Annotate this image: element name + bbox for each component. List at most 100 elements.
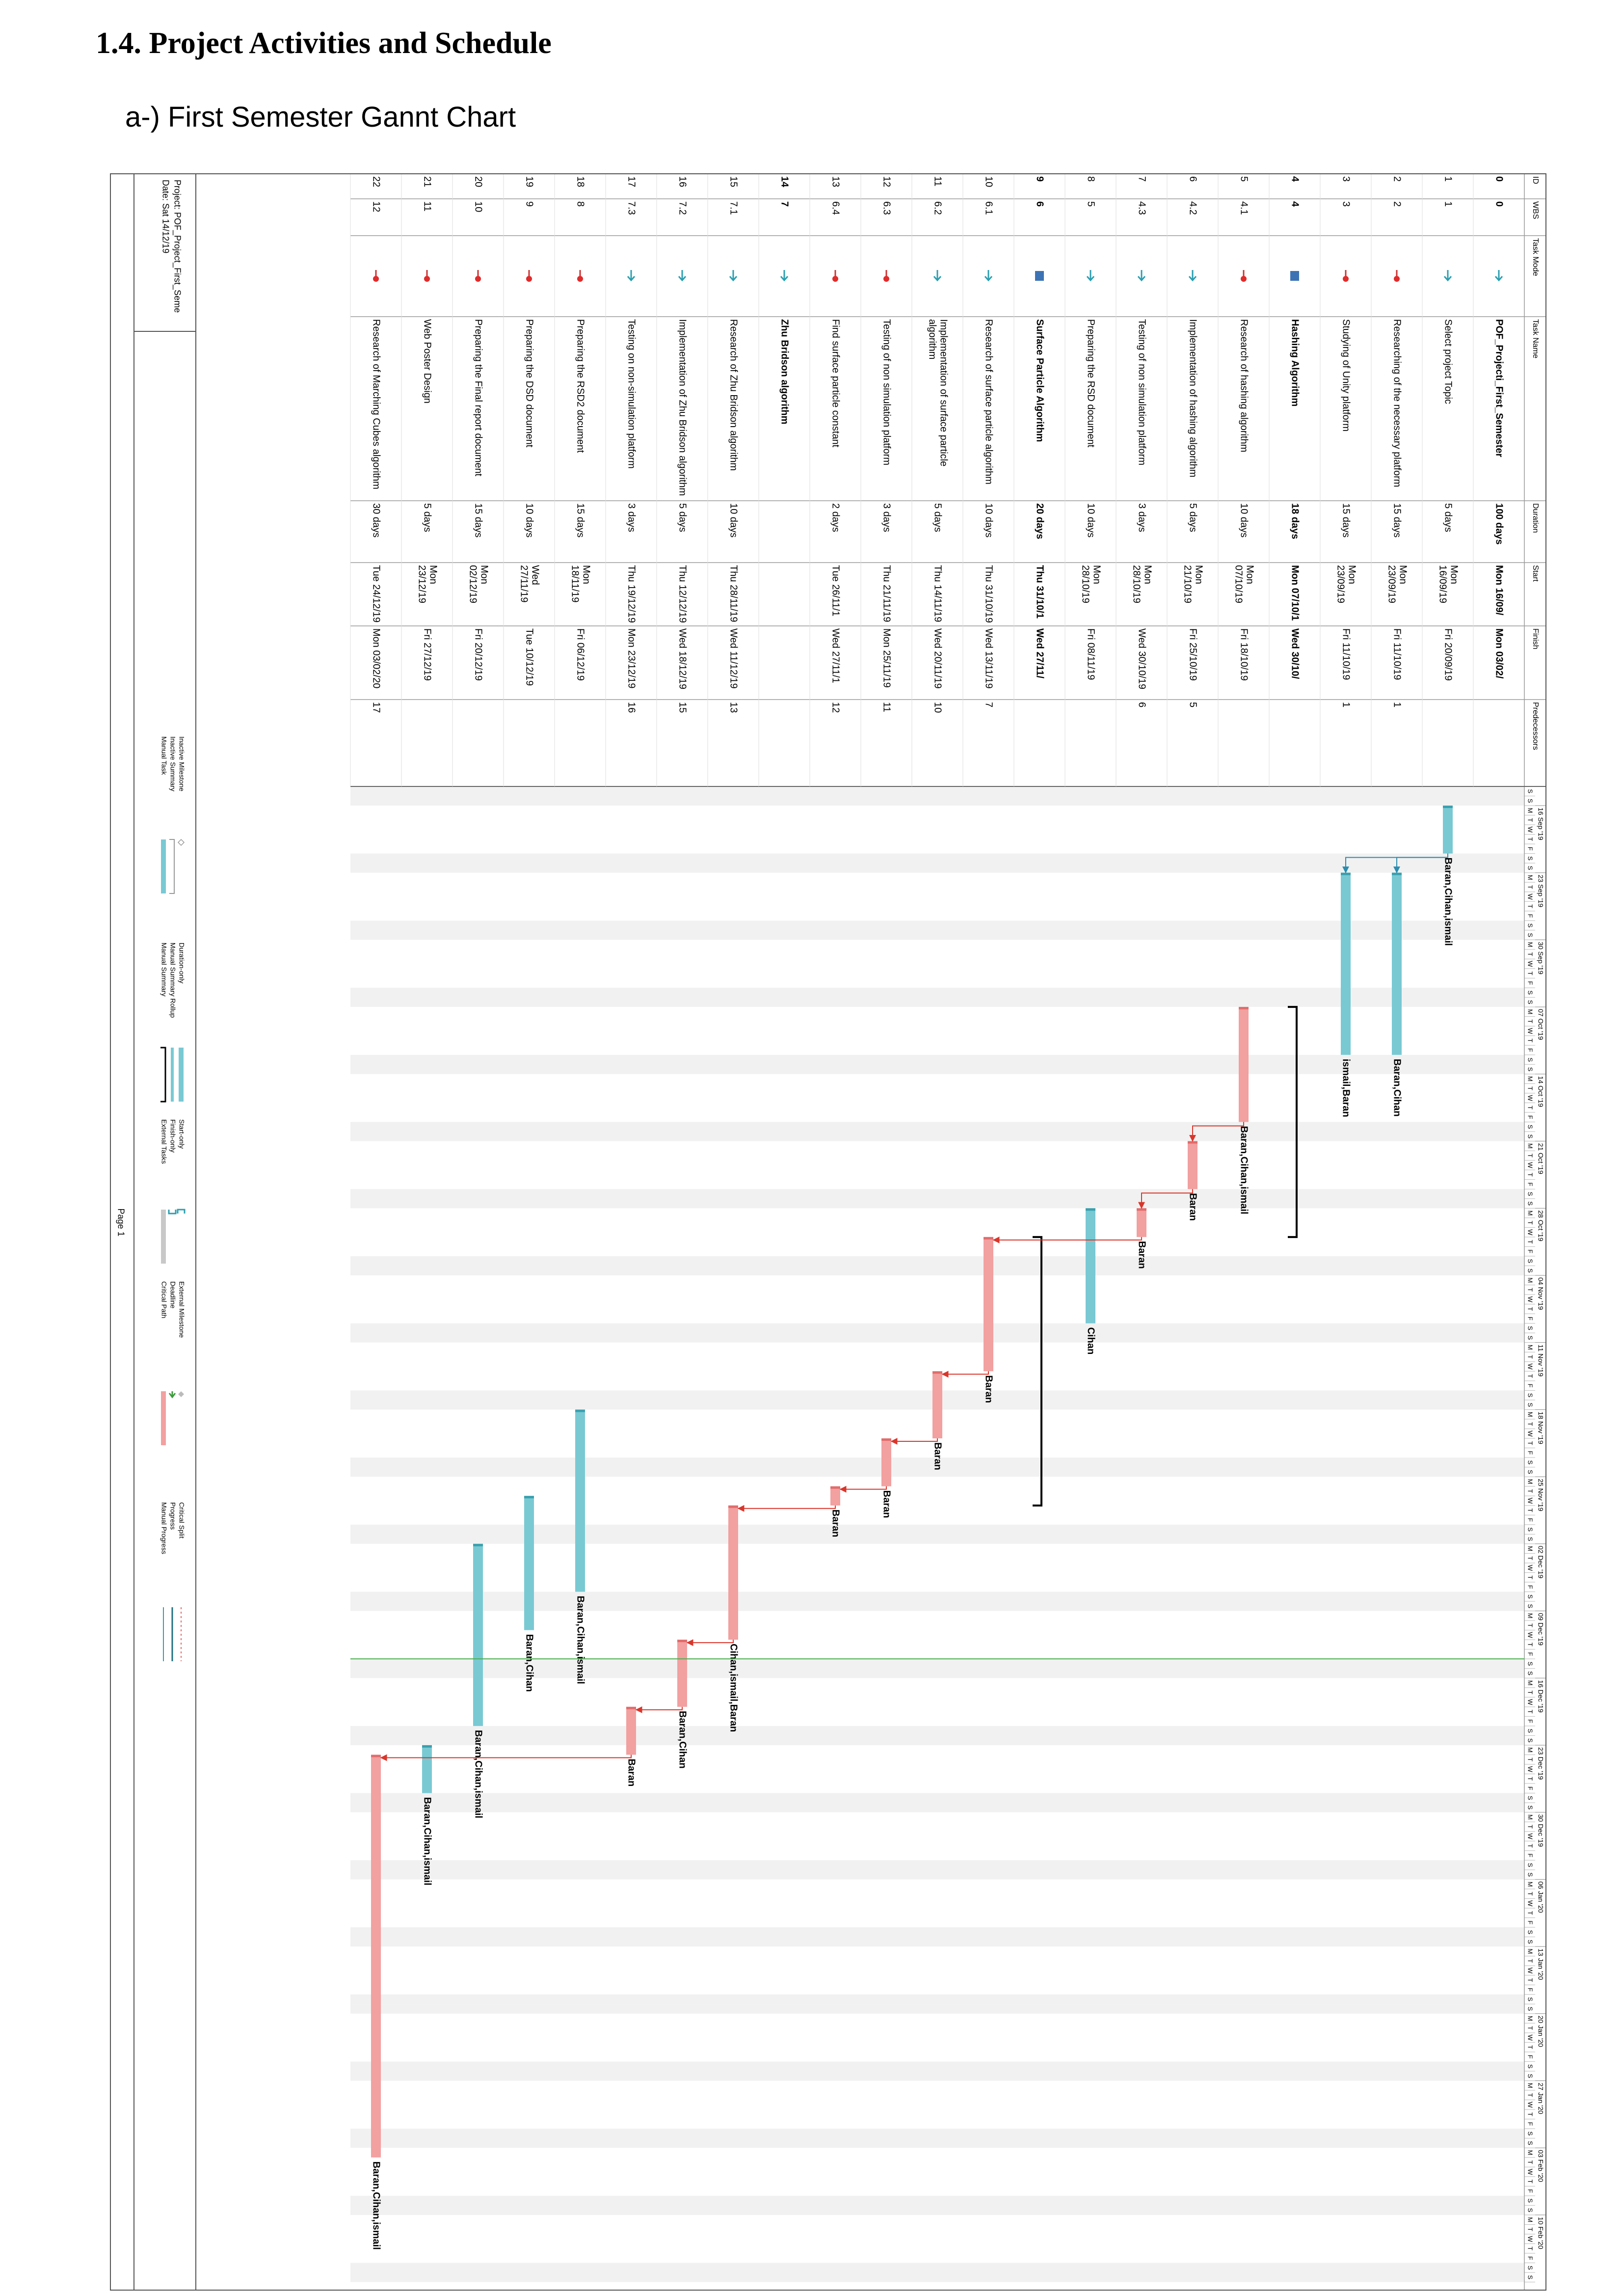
- day-letter: S: [1527, 1125, 1534, 1129]
- weekend-shade: [350, 1534, 1524, 1544]
- day-letter: W: [1527, 827, 1534, 833]
- legend-symbol: [169, 839, 175, 894]
- day-letter: F: [1527, 1518, 1534, 1522]
- task-bar: [575, 1409, 585, 1592]
- day-letter: F: [1527, 1048, 1534, 1052]
- task-bar: [371, 1755, 381, 2158]
- week-label: 30 Dec '19: [1537, 1814, 1544, 1847]
- legend-symbol: [171, 1048, 174, 1102]
- cell-start: Wed 27/11/19: [518, 565, 540, 602]
- day-letter: T: [1527, 1556, 1534, 1560]
- cell-name: Implementation of hashing algorithm: [1188, 319, 1198, 477]
- week-label: 07 Oct '19: [1537, 1009, 1544, 1040]
- cell-finish: Tue 10/12/19: [524, 628, 535, 686]
- day-letter: T: [1527, 1575, 1534, 1579]
- day-letter: S: [1527, 1997, 1534, 2001]
- day-letter: F: [1527, 981, 1534, 985]
- day-letter: W: [1527, 1498, 1534, 1504]
- day-letter: F: [1527, 847, 1534, 851]
- legend-symbol: [168, 1210, 177, 1215]
- cell-start: Mon 28/10/19: [1080, 565, 1102, 603]
- day-letter: S: [1527, 866, 1534, 870]
- day-letter: S: [1527, 1738, 1534, 1743]
- day-letter: T: [1527, 1307, 1534, 1311]
- mode-icon: [577, 276, 583, 282]
- cell-id: 1: [1443, 176, 1454, 182]
- mode-icon: [424, 276, 430, 282]
- legend-symbol: [161, 1391, 166, 1445]
- day-letter: M: [1527, 1412, 1534, 1417]
- day-letter: T: [1527, 1240, 1534, 1244]
- cell-start: Mon 28/10/19: [1131, 565, 1153, 603]
- weekend-shade: [350, 1256, 1524, 1266]
- day-letter: M: [1527, 2083, 1534, 2088]
- task-bar-edge: [1239, 1007, 1249, 1010]
- cell-name: POF_Projecti_First_Semester: [1494, 319, 1505, 457]
- cell-name: Preparing the Final report document: [473, 319, 484, 477]
- cell-id: 4: [1290, 176, 1301, 182]
- weekend-shade: [350, 796, 1524, 806]
- day-letter: S: [1527, 1527, 1534, 1532]
- cell-wbs: 7.2: [677, 201, 688, 215]
- cell-start: Thu 31/10/19: [984, 565, 994, 623]
- task-bar-edge: [1086, 1208, 1095, 1211]
- cell-duration: 5 days: [1443, 503, 1454, 532]
- day-letter: S: [1527, 2198, 1534, 2203]
- cell-name: Preparing the RSD document: [1086, 319, 1096, 448]
- weekend-shade: [350, 2129, 1524, 2138]
- cell-wbs: 6.4: [830, 201, 841, 215]
- day-letter: S: [1527, 799, 1534, 803]
- cell-duration: 18 days: [1290, 503, 1301, 539]
- day-letter: W: [1527, 1900, 1534, 1907]
- day-letter: M: [1527, 875, 1534, 880]
- day-letter: M: [1527, 1948, 1534, 1954]
- legend-label: External Tasks: [160, 1119, 168, 1164]
- day-letter: F: [1527, 2055, 1534, 2059]
- cell-id: 19: [524, 176, 535, 187]
- weekend-shade: [350, 1735, 1524, 1745]
- mode-icon: [526, 276, 532, 282]
- weekend-shade: [350, 997, 1524, 1007]
- legend-label: Finish-only: [169, 1119, 177, 1153]
- day-letter: S: [1527, 1269, 1534, 1273]
- resource-label: Cihan,ismail,Baran: [728, 1644, 739, 1732]
- cell-finish: Wed 27/11/: [1035, 628, 1045, 678]
- cell-name: Research of hashing algorithm: [1239, 319, 1250, 452]
- day-letter: W: [1527, 1632, 1534, 1638]
- cell-id: 15: [728, 176, 739, 187]
- cell-name: Select project Topic: [1443, 319, 1454, 404]
- day-letter: T: [1527, 837, 1534, 841]
- day-letter: S: [1527, 1863, 1534, 1867]
- resource-label: Baran: [830, 1510, 841, 1538]
- day-letter: T: [1527, 1978, 1534, 1982]
- cell-duration: 5 days: [677, 503, 688, 532]
- day-letter: W: [1527, 1095, 1534, 1102]
- task-bar-edge: [830, 1486, 840, 1489]
- column-header: Start: [1531, 565, 1540, 582]
- cell-id: 20: [473, 176, 484, 187]
- day-letter: S: [1527, 1604, 1534, 1608]
- legend-label: Progress: [169, 1502, 177, 1530]
- resource-label: Baran,Cihan: [677, 1711, 688, 1769]
- task-bar: [984, 1237, 993, 1372]
- cell-wbs: 9: [524, 201, 535, 207]
- legend-label: Inactive Summary: [169, 736, 177, 791]
- weekend-shade: [350, 930, 1524, 940]
- task-bar: [626, 1706, 636, 1755]
- day-letter: T: [1527, 1173, 1534, 1177]
- weekend-shade: [350, 2205, 1524, 2215]
- week-label: 04 Nov '19: [1537, 1277, 1544, 1310]
- legend-label: Start-only: [178, 1119, 186, 1149]
- resource-label: Baran,Cihan: [524, 1634, 535, 1692]
- day-letter: S: [1527, 1470, 1534, 1474]
- weekend-shade: [350, 1601, 1524, 1611]
- day-letter: F: [1527, 2189, 1534, 2193]
- cell-predecessors: 5: [1188, 702, 1198, 707]
- resource-label: Baran,Cihan,ismail: [1239, 1126, 1250, 1214]
- page-frame: [110, 173, 1546, 2291]
- day-letter: S: [1527, 1662, 1534, 1666]
- dependency-link: [1138, 1189, 1193, 1209]
- day-letter: T: [1527, 1757, 1534, 1761]
- task-bar: [1188, 1141, 1197, 1189]
